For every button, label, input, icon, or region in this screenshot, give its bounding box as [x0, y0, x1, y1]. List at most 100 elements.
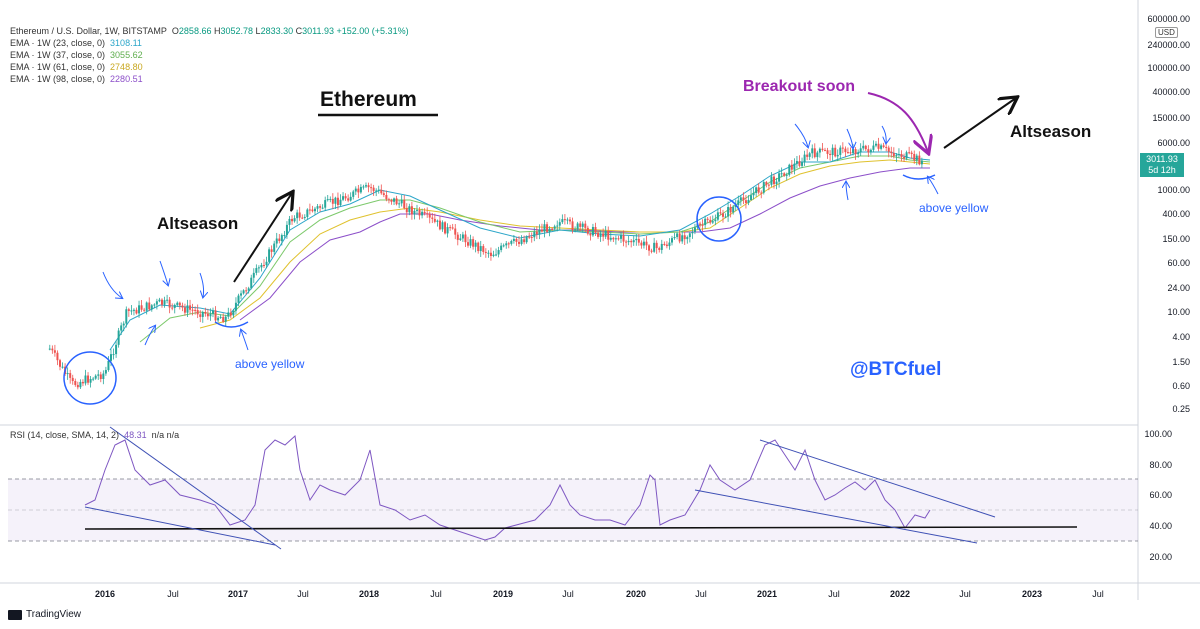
candle-body: [245, 290, 248, 292]
candle-body: [316, 206, 319, 209]
candle-body: [418, 209, 421, 216]
candle-body: [456, 234, 459, 240]
candle-body: [140, 305, 143, 310]
candle-body: [563, 219, 566, 221]
candle-body: [275, 238, 278, 244]
candle-body: [510, 240, 513, 244]
candle-body: [87, 375, 90, 383]
candle-body: [709, 219, 712, 223]
candle-body: [431, 217, 434, 219]
candle-body: [918, 155, 921, 165]
candle-body: [854, 149, 857, 155]
candle-body: [818, 148, 821, 153]
candle-body: [530, 236, 533, 238]
candle-body: [342, 196, 345, 200]
candle-body: [89, 378, 92, 383]
candle-body: [505, 243, 508, 246]
rsi-legend[interactable]: RSI (14, close, SMA, 14, 2) 48.31 n/a n/…: [10, 430, 179, 440]
candle-body: [803, 154, 806, 163]
candle-body: [217, 317, 220, 321]
candle-body: [280, 235, 283, 241]
candle-body: [581, 223, 584, 227]
tradingview-logo-icon: [8, 609, 22, 620]
candle-body: [428, 213, 431, 218]
candle-body: [744, 200, 747, 204]
candle-body: [354, 188, 357, 192]
candle-body: [132, 309, 135, 311]
candle-body: [171, 307, 174, 309]
candle-body: [857, 152, 860, 155]
candle-body: [201, 312, 204, 317]
candle-body: [523, 239, 526, 243]
tradingview-brand[interactable]: TradingView: [8, 609, 81, 620]
candle-body: [56, 352, 59, 361]
indicator-row[interactable]: EMA · 1W (23, close, 0) 3108.11: [10, 37, 409, 49]
candle-body: [466, 242, 469, 246]
candle-body: [94, 375, 97, 379]
candle-body: [262, 264, 265, 266]
candle-body: [897, 154, 900, 156]
indicator-row[interactable]: EMA · 1W (61, close, 0) 2748.80: [10, 61, 409, 73]
candle-body: [905, 152, 908, 159]
candle-body: [872, 145, 875, 150]
candle-body: [821, 148, 824, 150]
candle-body: [181, 305, 184, 308]
candle-body: [311, 209, 314, 212]
candle-body: [206, 313, 209, 317]
candle-body: [234, 302, 237, 311]
candle-body: [500, 245, 503, 251]
rsi-tick: 60.00: [1149, 490, 1172, 500]
currency-badge[interactable]: USD: [1155, 27, 1178, 38]
candle-body: [321, 207, 324, 209]
candle-body: [686, 237, 689, 240]
candle-body: [772, 176, 775, 185]
candle-body: [199, 314, 202, 317]
candle-body: [145, 302, 148, 311]
candle-body: [619, 235, 622, 239]
candle-body: [469, 239, 472, 246]
candle-body: [566, 219, 569, 221]
rsi-line: [84, 435, 931, 541]
above-yellow-curve: [214, 321, 249, 328]
candle-body: [591, 227, 594, 236]
candle-body: [867, 149, 870, 153]
candle-body: [413, 210, 416, 215]
candle-body: [737, 200, 740, 205]
last-price-value: 3011.93: [1146, 154, 1178, 164]
candle-body: [533, 231, 536, 238]
candle-body: [273, 243, 276, 252]
candle-body: [859, 148, 862, 153]
indicator-row[interactable]: EMA · 1W (37, close, 0) 3055.62: [10, 49, 409, 61]
candle-body: [336, 197, 339, 206]
candle-body: [303, 216, 306, 218]
candle-body: [436, 220, 439, 222]
candle-body: [627, 240, 630, 243]
time-axis-labels: 2016 Jul 2017 Jul 2018 Jul 2019 Jul 2020…: [95, 589, 1104, 599]
candle-body: [487, 252, 490, 254]
candle-body: [232, 310, 235, 316]
candle-body: [255, 268, 258, 273]
candle-body: [602, 233, 605, 237]
symbol-row: Ethereum / U.S. Dollar, 1W, BITSTAMP O28…: [10, 25, 409, 37]
candle-body: [298, 212, 301, 218]
y-tick: 4.00: [1172, 332, 1190, 342]
candle-body: [795, 161, 798, 164]
candle-body: [637, 238, 640, 243]
indicator-row[interactable]: EMA · 1W (98, close, 0) 2280.51: [10, 73, 409, 85]
candle-body: [852, 149, 855, 154]
candle-body: [757, 187, 760, 193]
candle-body: [115, 344, 118, 355]
candle-body: [846, 152, 849, 154]
candle-body: [882, 145, 885, 147]
candle-body: [150, 305, 153, 310]
candle-body: [612, 237, 615, 240]
candle-body: [561, 219, 564, 223]
candle-body: [660, 243, 663, 250]
candle-body: [160, 299, 163, 305]
candle-body: [765, 182, 768, 185]
candle-body: [732, 207, 735, 213]
candle-body: [711, 221, 714, 223]
candle-body: [874, 143, 877, 146]
candle-body: [268, 249, 271, 262]
x-tick: 2018: [359, 589, 379, 599]
